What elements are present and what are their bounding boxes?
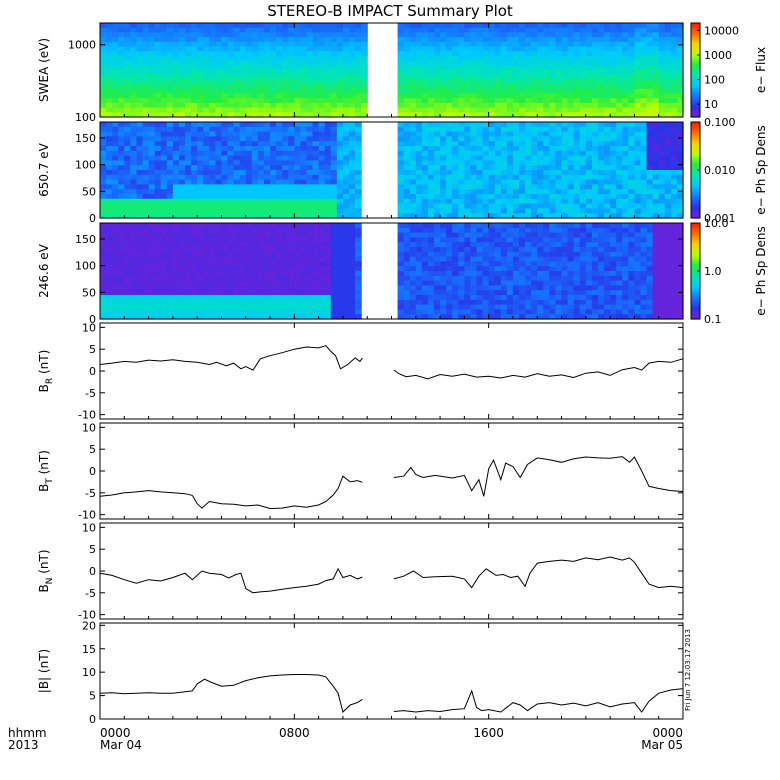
colorbar-tick-label: 10000 — [704, 24, 739, 37]
colorbar-tick-label: 0.1 — [704, 313, 722, 326]
y-axis-label-text: 650.7 eV — [37, 142, 51, 197]
series-line — [99, 674, 684, 713]
y-tick-label: 50 — [82, 185, 96, 198]
y-axis-label-unit: (nT) — [37, 350, 51, 378]
x-tick-label: 0000 — [652, 726, 683, 740]
colorbar-label: e− Ph Sp Dens — [754, 125, 768, 214]
panel-frame — [99, 422, 684, 520]
y-tick-label: 20 — [82, 619, 96, 632]
axis-corner-year: 2013 — [8, 738, 39, 752]
y-axis-label-text: |B| (nT) — [37, 649, 51, 693]
y-tick-label: 50 — [82, 286, 96, 299]
x-tick-label: 0800 — [279, 726, 310, 740]
colorbar-tick-label: 1000 — [704, 49, 732, 62]
x-tick-date-label: Mar 04 — [100, 738, 142, 752]
colorbar-tick-label: 10.0 — [704, 217, 729, 230]
colorbar-tick-label: 0.100 — [704, 116, 736, 129]
panel-frame — [99, 322, 684, 420]
y-tick-label: 10 — [82, 521, 96, 534]
panel-1: 10000 1000 100 10 e− Flux 1000 100 SWEA (eV) — [37, 22, 768, 124]
axis-corner-label: hhmm — [8, 726, 47, 740]
y-tick-label: 10 — [82, 421, 96, 434]
panel-5: 10 5 0 -5 -10 BT (nT) — [37, 421, 684, 522]
y-tick-label: 0 — [89, 212, 96, 225]
y-axis-label-text: B — [37, 584, 51, 592]
y-tick-label: 10 — [82, 666, 96, 679]
y-tick-label: 15 — [82, 643, 96, 656]
panel-6: 10 5 0 -5 -10 BN (nT) — [37, 521, 684, 622]
y-tick-label: 5 — [89, 543, 96, 556]
y-tick-label: -5 — [85, 387, 96, 400]
panel-frame — [99, 522, 684, 620]
y-axis-label-text: B — [37, 384, 51, 392]
colorbar: 10.0 1.0 0.1 e− Ph Sp Dens — [690, 217, 768, 326]
y-axis-label: 650.7 eV — [37, 142, 51, 197]
panel-7: 20 15 10 5 0 |B| (nT) — [37, 619, 684, 726]
y-tick-label: -5 — [85, 487, 96, 500]
y-tick-label: 0 — [89, 365, 96, 378]
y-tick-label: 0 — [89, 313, 96, 326]
panel-2: 0.100 0.010 0.001 e− Ph Sp Dens 150 100 50 0 650… — [37, 116, 768, 225]
spectrogram-cells — [100, 122, 684, 219]
y-axis-label: |B| (nT) — [37, 649, 51, 693]
y-tick-label: 100 — [75, 260, 96, 273]
y-tick-label: 0 — [89, 565, 96, 578]
y-axis-label-unit: (nT) — [37, 450, 51, 478]
y-tick-label: -10 — [78, 409, 96, 422]
series-line — [99, 556, 684, 594]
y-axis-label: SWEA (eV) — [37, 38, 51, 102]
y-axis-label: BT (nT) — [37, 450, 55, 492]
colorbar-label: e− Ph Sp Dens — [754, 226, 768, 315]
y-axis-label: 246.6 eV — [37, 243, 51, 298]
colorbar-label: e− Flux — [754, 47, 768, 93]
y-tick-label: 5 — [89, 443, 96, 456]
y-tick-label: -10 — [78, 509, 96, 522]
y-axis-label-text: SWEA (eV) — [37, 38, 51, 102]
colorbar: 10000 1000 100 10 e− Flux — [690, 22, 768, 118]
y-axis-label-subscript: R — [45, 378, 55, 384]
y-axis-label: BN (nT) — [37, 549, 55, 592]
y-tick-label: 1000 — [68, 39, 96, 52]
y-axis-label-text: 246.6 eV — [37, 243, 51, 298]
colorbar-tick-label: 1.0 — [704, 265, 722, 278]
y-axis-label-subscript: N — [45, 578, 55, 585]
y-tick-label: 100 — [75, 111, 96, 124]
colorbar-tick-label: 10 — [704, 98, 718, 111]
spectrogram-cells — [100, 223, 684, 320]
y-tick-label: 100 — [75, 159, 96, 172]
x-tick-label: 1600 — [473, 726, 504, 740]
colorbar-tick-label: 0.010 — [704, 164, 736, 177]
y-axis-label-unit: (nT) — [37, 549, 51, 577]
y-tick-label: 150 — [75, 233, 96, 246]
x-tick-label: 0000 — [100, 726, 131, 740]
timestamp-label: Fri Jun 7 12:03:17 2013 — [684, 629, 692, 711]
colorbar-tick-label: 0.001 — [704, 212, 736, 225]
y-tick-label: 10 — [82, 321, 96, 334]
spectrogram-cells — [100, 23, 684, 118]
y-tick-label: -10 — [78, 609, 96, 622]
y-tick-label: 5 — [89, 690, 96, 703]
panel-4: 10 5 0 -5 -10 BR (nT) — [37, 321, 684, 422]
series-line — [99, 345, 684, 380]
y-tick-label: 0 — [89, 465, 96, 478]
y-tick-label: 5 — [89, 343, 96, 356]
series-line — [99, 456, 684, 510]
y-axis-label-text: B — [37, 484, 51, 492]
y-tick-label: -5 — [85, 587, 96, 600]
plot-title: STEREO-B IMPACT Summary Plot — [267, 2, 513, 20]
y-tick-label: 0 — [89, 713, 96, 726]
x-tick-date-label: Mar 05 — [641, 738, 683, 752]
colorbar-tick-label: 100 — [704, 74, 725, 87]
y-axis-label-subscript: T — [45, 478, 55, 485]
y-axis-label: BR (nT) — [37, 350, 55, 393]
panel-frame — [99, 622, 684, 720]
y-tick-label: 150 — [75, 132, 96, 145]
panel-3: 10.0 1.0 0.1 e− Ph Sp Dens 150 100 50 0 246.6 eV — [37, 217, 768, 326]
colorbar: 0.100 0.010 0.001 e− Ph Sp Dens — [690, 116, 768, 225]
